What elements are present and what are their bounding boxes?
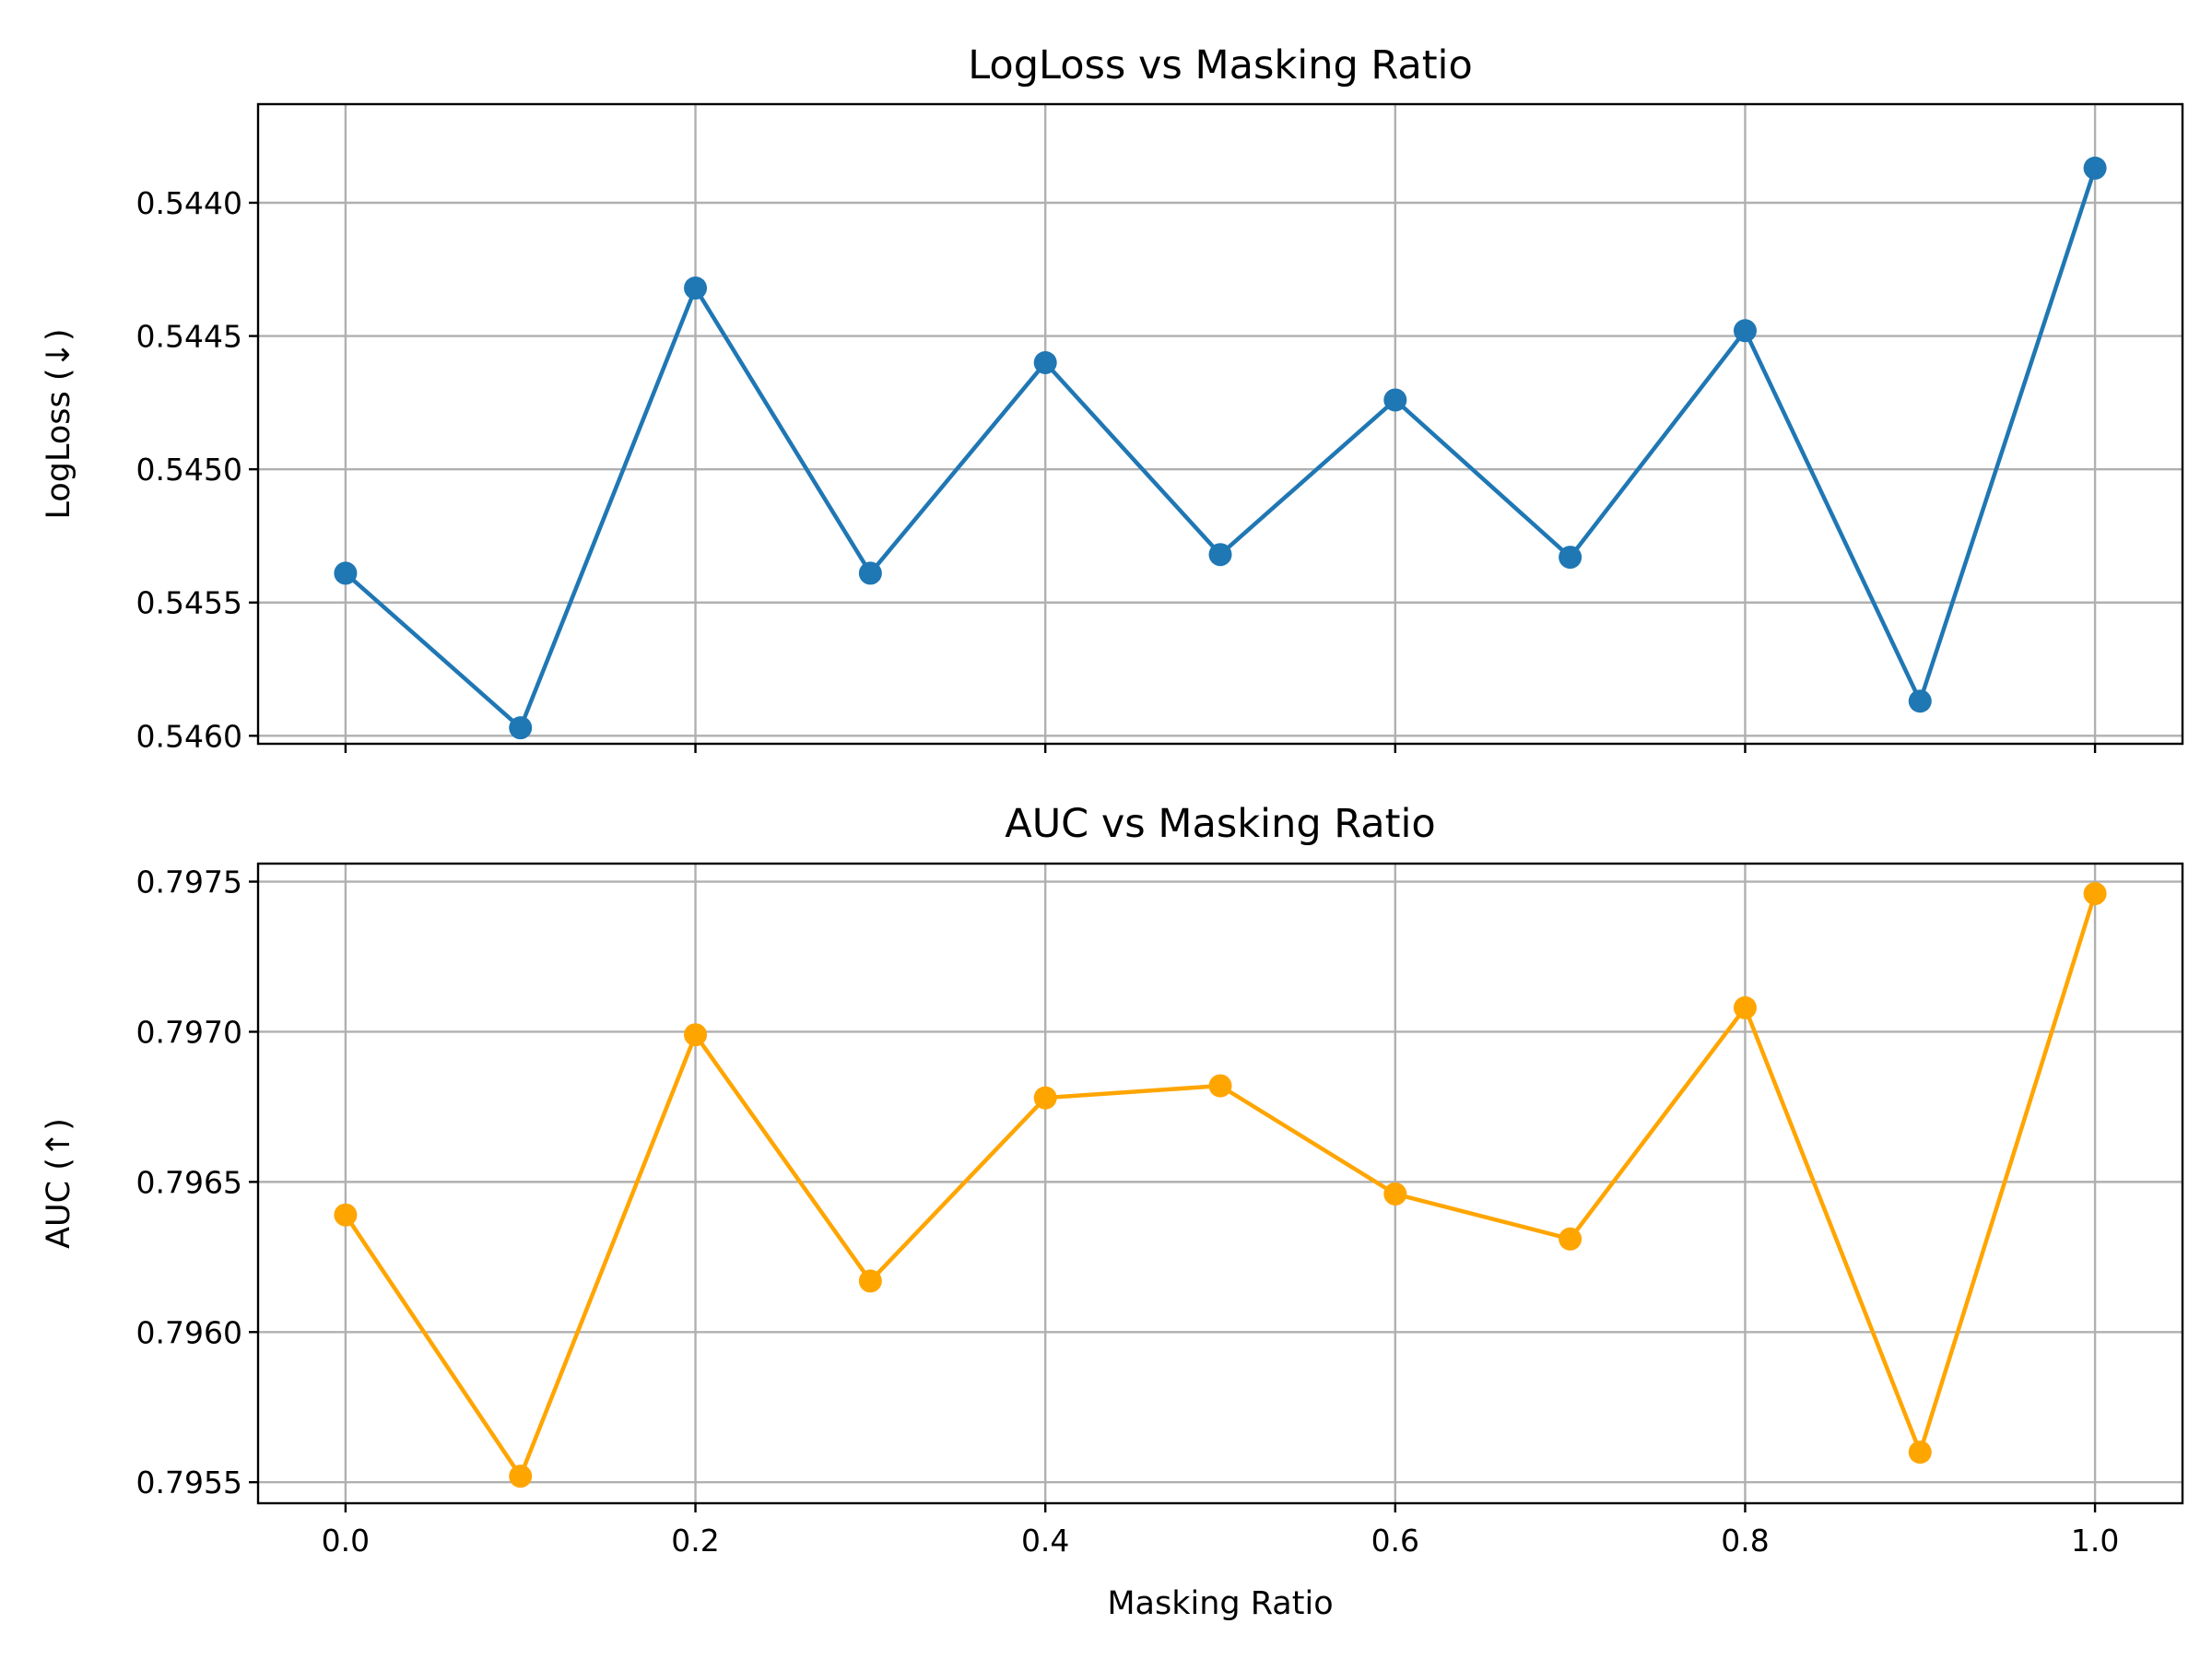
y-tick-label: 0.5455 [136,585,242,621]
data-point [2083,156,2107,180]
chart-title: LogLoss vs Masking Ratio [968,42,1473,88]
data-point [334,561,358,585]
series-line [344,167,2098,730]
y-tick-label: 0.7955 [136,1465,242,1500]
data-point [1033,350,1057,374]
logloss-panel: 0.5440 0.5445 0.5450 0.5455 0.5460 LogLoss vs… [41,42,2184,754]
y-tick-label: 0.7960 [136,1314,242,1350]
x-tick-label: 0.4 [1021,1523,1069,1559]
x-tick-label: 0.0 [322,1523,370,1559]
series-line [344,892,2098,1478]
data-point [1208,1074,1232,1098]
data-point [1908,1441,1932,1465]
y-tick-label: 0.7965 [136,1164,242,1200]
auc-panel: 0.7955 0.7960 0.7965 0.7970 0.7975 0.0 0.2 0.4 0… [41,801,2184,1622]
data-point [1383,388,1407,412]
data-point [1559,1227,1583,1251]
x-tick-label: 0.6 [1371,1523,1419,1559]
data-point [858,1269,882,1293]
data-point [2083,882,2107,906]
data-point [684,276,708,300]
x-tick-label: 0.8 [1721,1523,1769,1559]
y-axis-label: LogLoss (↓) [41,328,77,519]
y-tick-label: 0.7970 [136,1014,242,1050]
x-tick-label: 1.0 [2071,1523,2119,1559]
x-tick-label: 0.2 [671,1523,719,1559]
data-point [334,1203,358,1227]
data-point [1208,543,1232,567]
data-point [1559,546,1583,570]
data-point [509,1465,533,1488]
y-tick-label: 0.5440 [136,185,242,221]
y-tick-label: 0.5445 [136,319,242,355]
data-point [1908,689,1932,713]
data-point [1033,1086,1057,1110]
y-tick-label: 0.7975 [136,865,242,900]
data-point [684,1023,708,1047]
y-axis-label: AUC (↑) [41,1118,77,1249]
y-tick-label: 0.5450 [136,452,242,488]
plot-frame [256,102,2184,746]
data-point [1383,1182,1407,1206]
y-tick-label: 0.5460 [136,718,242,754]
data-point [509,716,533,740]
x-axis-label: Masking Ratio [1107,1585,1333,1622]
chart-title: AUC vs Masking Ratio [1005,801,1435,847]
plot-frame [256,862,2184,1505]
data-point [1733,319,1757,343]
data-point [858,561,882,585]
data-point [1733,995,1757,1019]
